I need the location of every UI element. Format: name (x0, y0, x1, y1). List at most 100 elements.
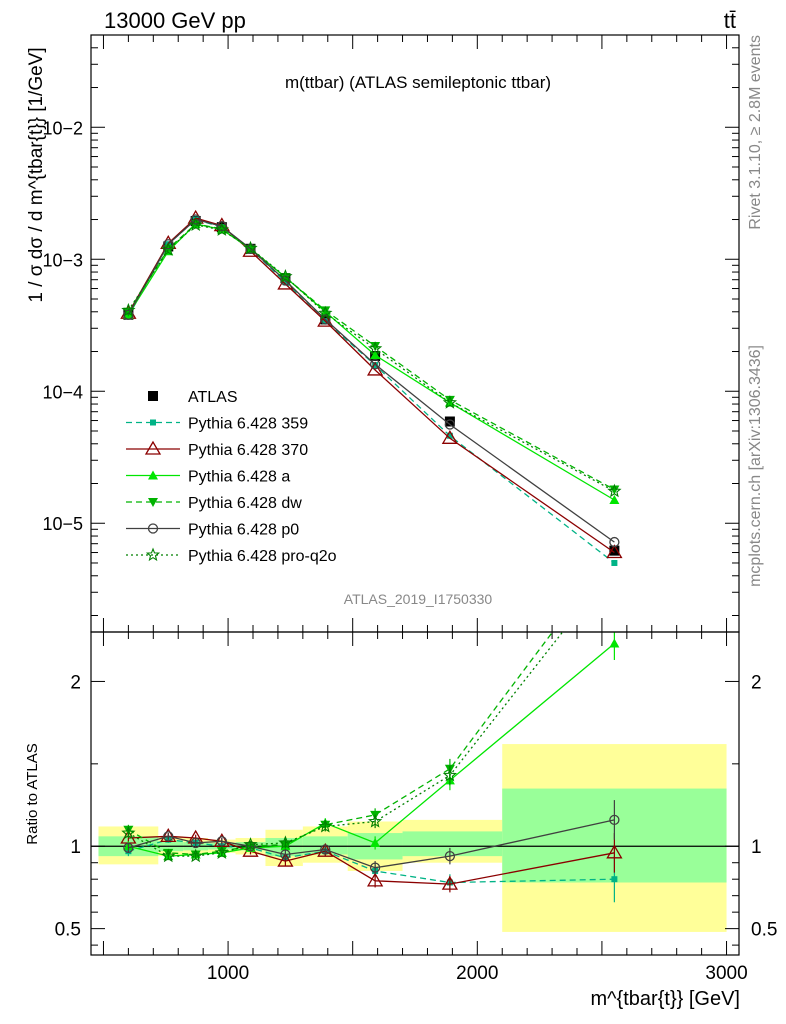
rivet-label: Rivet 3.1.10, ≥ 2.8M events (747, 35, 764, 230)
ratio-y-tick-label-right: 2 (751, 672, 762, 693)
data-point (369, 359, 381, 370)
ratio-line (128, 632, 564, 857)
ratio-point (609, 814, 620, 826)
ratio-point (369, 862, 381, 873)
data-point (216, 221, 227, 232)
data-point (161, 242, 176, 256)
ratio-point (320, 844, 331, 855)
series-line (127, 217, 615, 554)
energy-label: 13000 GeV pp (104, 8, 246, 33)
ratio-line (128, 643, 615, 857)
main-y-axis-label: 1 / σ dσ / d m^{tbar{t}} [1/GeV] (26, 47, 47, 302)
legend-label: Pythia 6.428 359 (188, 416, 308, 433)
main-axes: 10−5 10−4 10−3 10−2 (42, 34, 739, 632)
data-point (441, 430, 459, 444)
data-point (245, 243, 256, 254)
legend-item: Pythia 6.428 p0 (126, 522, 299, 539)
data-point (214, 222, 230, 236)
legend-item: ATLAS (148, 389, 238, 406)
ratio-line (128, 835, 615, 885)
ratio-point (243, 837, 258, 851)
legend-item: Pythia 6.428 359 (126, 416, 308, 433)
ratio-point (442, 767, 458, 782)
ratio-point (163, 831, 174, 842)
data-point (190, 214, 201, 225)
series-line (127, 218, 615, 543)
x-axis-label: m^{tbar{t}} [GeV] (591, 988, 740, 1010)
data-point (367, 341, 383, 355)
data-point (366, 361, 384, 376)
ratio-series-group (120, 632, 623, 903)
legend-marker (144, 440, 162, 455)
process-label: tt̄ (724, 8, 736, 33)
main-series-group (120, 209, 623, 566)
ratio-point (444, 850, 456, 862)
ratio-y-tick-label-right: 0.5 (751, 920, 777, 941)
series-5 (123, 214, 620, 548)
data-point (446, 432, 453, 439)
data-point (278, 268, 293, 283)
legend-item: Pythia 6.428 a (126, 469, 290, 486)
data-point (163, 239, 174, 250)
legend-label: Pythia 6.428 a (188, 469, 290, 486)
series-6 (121, 217, 622, 498)
main-title: m(ttbar) (ATLAS semileptonic ttbar) (285, 73, 551, 92)
legend: ATLAS Pythia 6.428 359 Pythia 6.428 370 Pyt… (126, 389, 337, 565)
ratio-series-5 (121, 632, 564, 863)
data-point (320, 314, 331, 325)
ratio-y-tick-label: 1 (70, 837, 81, 858)
source-label: mcplots.cern.ch [arXiv:1306.3436] (747, 345, 764, 587)
data-point (444, 416, 455, 427)
data-point (609, 495, 620, 505)
y-tick-label: 10−4 (42, 382, 83, 402)
x-tick-label: 1000 (207, 963, 249, 984)
ratio-axes: 0.5 0.5 1 1 2 2 1000 2000 3000 (55, 631, 777, 984)
y-tick-label: 10−5 (42, 514, 83, 534)
ratio-y-tick-label: 0.5 (55, 920, 81, 941)
data-point (606, 544, 623, 559)
main-frame (90, 34, 740, 633)
data-point (607, 483, 622, 498)
ratio-point (123, 842, 134, 854)
data-point (121, 302, 136, 317)
ratio-point (277, 852, 294, 867)
ratio-frame (90, 631, 740, 956)
legend-marker (148, 498, 158, 507)
data-point (320, 306, 331, 316)
legend-marker (145, 547, 161, 562)
y-tick-label: 10−2 (42, 118, 83, 138)
legend-label: Pythia 6.428 p0 (188, 522, 299, 539)
ratio-point (370, 837, 381, 847)
ratio-line (128, 838, 615, 884)
data-point (280, 273, 291, 283)
data-point (609, 545, 620, 556)
analysis-watermark: ATLAS_2019_I1750330 (344, 591, 493, 607)
legend-label: Pythia 6.428 pro-q2o (188, 548, 337, 565)
ratio-line (128, 819, 615, 869)
data-point (317, 312, 334, 327)
ratio-y-axis-label: Ratio to ATLAS (24, 743, 41, 844)
legend-label: ATLAS (188, 389, 238, 406)
legend-marker (148, 391, 158, 401)
ratio-point (609, 638, 620, 648)
data-point (609, 536, 620, 548)
legend-item: Pythia 6.428 pro-q2o (126, 547, 337, 565)
ratio-point (188, 848, 203, 863)
ratio-point (367, 814, 383, 828)
ratio-point (366, 872, 384, 887)
ratio-series-4 (123, 800, 620, 875)
data-point (609, 485, 620, 495)
ratio-point (280, 849, 291, 860)
x-tick-label: 3000 (705, 963, 747, 984)
ratio-y-tick-label-right: 1 (751, 837, 762, 858)
data-point (188, 217, 203, 232)
x-tick-label: 2000 (456, 963, 498, 984)
ratio-point (121, 825, 136, 840)
ratio-point (606, 844, 623, 859)
ratio-y-tick-label: 2 (70, 672, 81, 693)
data-point (243, 240, 258, 255)
data-point (611, 559, 618, 566)
data-point (442, 395, 458, 409)
ratio-point (278, 835, 293, 850)
